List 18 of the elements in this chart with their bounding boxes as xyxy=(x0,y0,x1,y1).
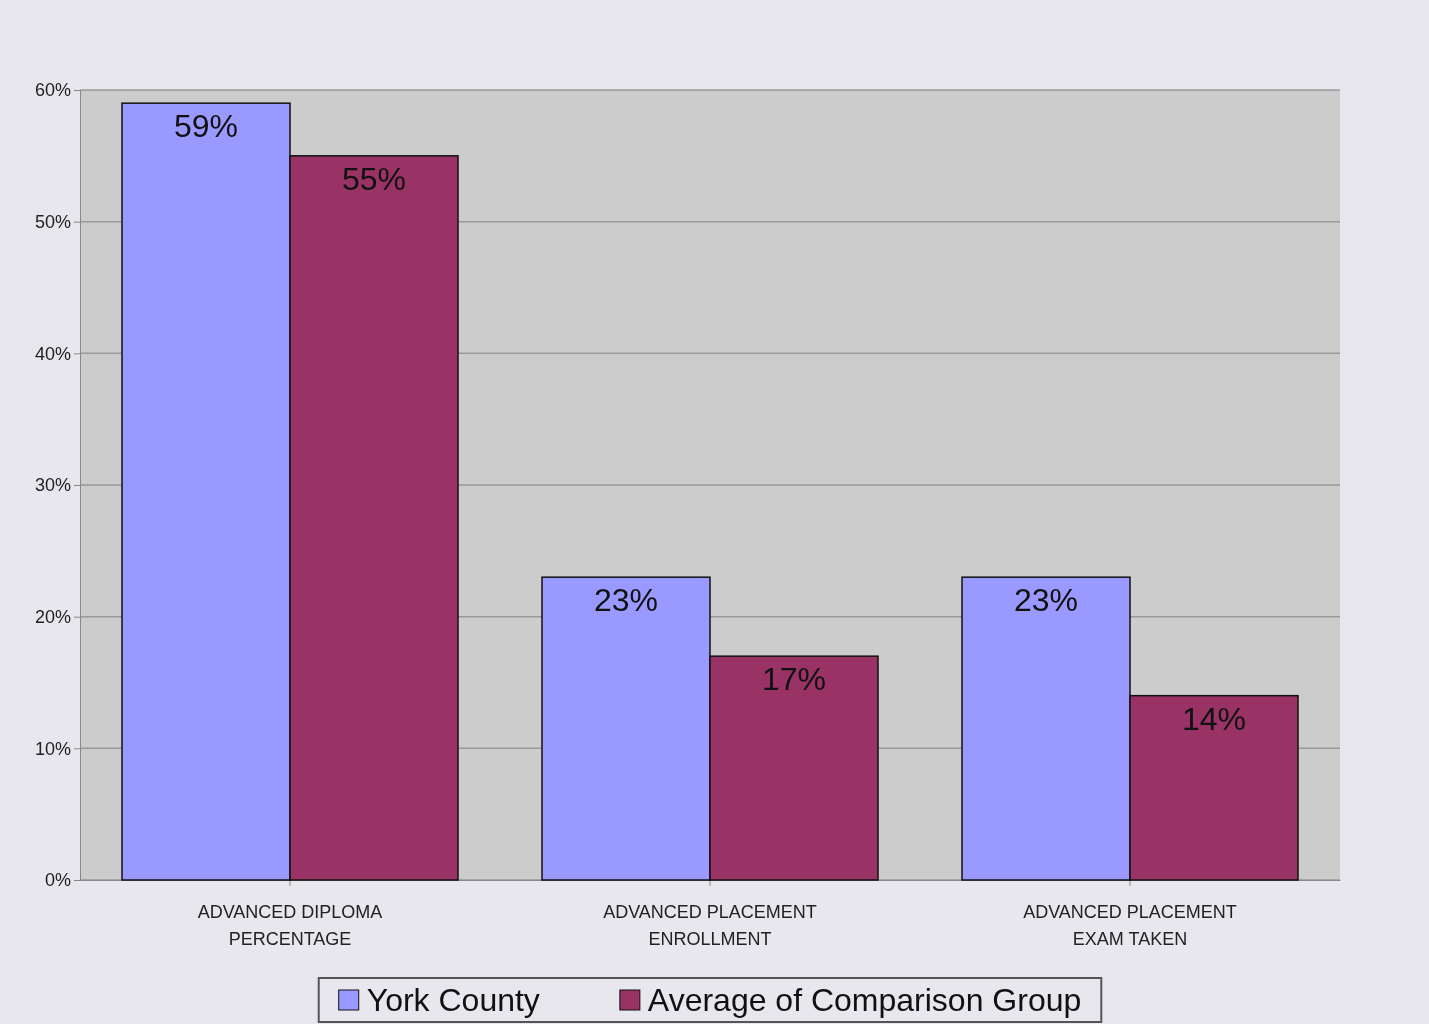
y-tick-label: 30% xyxy=(34,475,71,496)
y-tick-label: 20% xyxy=(34,606,71,627)
x-tick-label: ADVANCED PLACEMENT EXAM TAKEN xyxy=(1023,901,1237,949)
x-tick-label: ADVANCED DIPLOMA PERCENTAGE xyxy=(197,901,383,949)
y-tick-label: 10% xyxy=(34,738,71,759)
data-label: 55% xyxy=(341,160,407,197)
y-tick-label: 40% xyxy=(34,343,71,364)
data-label: 17% xyxy=(761,661,827,698)
data-label: 59% xyxy=(173,108,239,145)
y-tick-label: 50% xyxy=(34,211,71,232)
data-label: 23% xyxy=(1013,582,1079,619)
x-tick-label: ADVANCED PLACEMENT ENROLLMENT xyxy=(603,901,817,949)
legend-label: York County xyxy=(366,982,540,1018)
y-tick-label: 0% xyxy=(44,870,71,891)
y-tick-label: 60% xyxy=(34,80,71,101)
data-label: 14% xyxy=(1181,700,1247,737)
legend-label: Average of Comparison Group xyxy=(647,982,1082,1018)
data-label: 23% xyxy=(593,582,659,619)
